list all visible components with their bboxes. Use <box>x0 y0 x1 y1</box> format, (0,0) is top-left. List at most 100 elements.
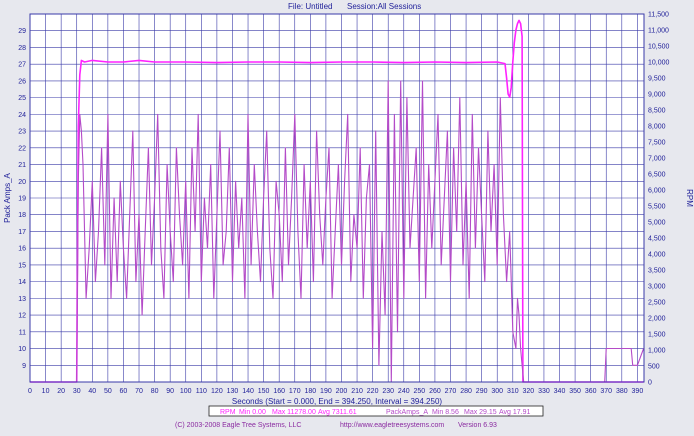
x-tick-label: 70 <box>135 388 143 395</box>
y-right-tick-label: 6,000 <box>648 188 666 195</box>
x-tick-label: 290 <box>476 388 488 395</box>
x-tick-label: 340 <box>554 388 566 395</box>
x-tick-label: 370 <box>600 388 612 395</box>
y-right-tick-label: 9,000 <box>648 92 666 99</box>
y-right-tick-labels: 0 500 1,000 1,500 2,000 2,500 3,000 3,500 4,000 4… <box>648 12 670 387</box>
y-right-tick-label: 3,000 <box>648 284 666 291</box>
y-left-tick-label: 29 <box>18 28 26 35</box>
y-left-tick-label: 25 <box>18 95 26 102</box>
y-right-tick-label: 5,500 <box>648 204 666 211</box>
y-left-tick-label: 9 <box>22 363 26 370</box>
legend-amps-max: Max 29.15 <box>464 409 497 416</box>
x-tick-labels: 0 10 20 30 40 50 60 70 80 90 100 110 120 130 140 150 160… <box>28 388 643 395</box>
y-right-tick-label: 4,000 <box>648 252 666 259</box>
x-tick-label: 250 <box>414 388 426 395</box>
y-right-tick-label: 4,500 <box>648 236 666 243</box>
y-axis-left-label: Pack Amps_A <box>3 172 12 222</box>
x-tick-label: 40 <box>88 388 96 395</box>
x-tick-label: 130 <box>227 388 239 395</box>
x-tick-label: 210 <box>351 388 363 395</box>
x-tick-label: 280 <box>460 388 472 395</box>
y-left-tick-label: 22 <box>18 145 26 152</box>
legend-rpm-name: RPM <box>220 409 236 416</box>
y-axis-right-label: RPM <box>685 189 694 207</box>
legend-box <box>208 405 544 417</box>
y-left-tick-label: 13 <box>18 296 26 303</box>
y-left-tick-label: 24 <box>18 112 26 119</box>
y-left-tick-label: 20 <box>18 179 26 186</box>
x-tick-label: 240 <box>398 388 410 395</box>
header-file: File: Untitled <box>288 2 332 11</box>
y-right-tick-label: 8,500 <box>648 108 666 115</box>
y-right-tick-label: 7,000 <box>648 156 666 163</box>
x-tick-label: 260 <box>429 388 441 395</box>
x-tick-label: 60 <box>120 388 128 395</box>
y-left-tick-label: 10 <box>18 346 26 353</box>
x-tick-label: 350 <box>569 388 581 395</box>
y-right-tick-label: 11,000 <box>648 28 669 35</box>
y-left-tick-label: 14 <box>18 279 26 286</box>
x-tick-label: 30 <box>73 388 81 395</box>
x-tick-label: 80 <box>151 388 159 395</box>
y-left-tick-label: 26 <box>18 78 26 85</box>
x-tick-label: 170 <box>289 388 301 395</box>
x-tick-label: 380 <box>616 388 628 395</box>
x-tick-label: 360 <box>585 388 597 395</box>
x-tick-label: 140 <box>242 388 254 395</box>
footer-copyright: (C) 2003-2008 Eagle Tree Systems, LLC <box>175 422 301 429</box>
x-tick-label: 50 <box>104 388 112 395</box>
x-tick-label: 180 <box>304 388 316 395</box>
y-left-tick-label: 21 <box>18 162 26 169</box>
header-session: Session:All Sessions <box>347 2 421 11</box>
y-right-tick-label: 8,000 <box>648 124 666 131</box>
footer-website[interactable]: http://www.eagletreesystems.com <box>340 422 444 429</box>
y-left-tick-label: 12 <box>18 313 26 320</box>
x-tick-label: 320 <box>523 388 535 395</box>
legend-amps-min: Min 8.56 <box>432 409 459 416</box>
x-axis-label: Seconds (Start = 0.000, End = 394.250, I… <box>232 397 442 406</box>
y-right-tick-label: 1,000 <box>648 348 666 355</box>
footer-version: Version 6.93 <box>458 422 497 429</box>
x-tick-label: 0 <box>28 388 32 395</box>
x-tick-label: 90 <box>166 388 174 395</box>
y-left-tick-label: 16 <box>18 246 26 253</box>
legend-rpm-max: Max 11278.00 <box>272 409 316 416</box>
legend: RPM Min 0.00 Max 11278.00 Avg 7311.61 Pa… <box>208 405 544 417</box>
y-left-tick-labels: 9 10 11 12 13 14 15 16 17 18 19 20 21 22 23 24 25 26 27 28 2… <box>18 28 26 370</box>
y-right-tick-label: 2,500 <box>648 300 666 307</box>
y-left-tick-label: 15 <box>18 262 26 269</box>
y-left-tick-label: 27 <box>18 62 26 69</box>
y-left-tick-label: 28 <box>18 45 26 52</box>
x-tick-label: 330 <box>538 388 550 395</box>
y-right-tick-label: 0 <box>648 380 652 387</box>
y-right-tick-label: 6,500 <box>648 172 666 179</box>
y-right-tick-label: 3,500 <box>648 268 666 275</box>
x-tick-label: 300 <box>491 388 503 395</box>
y-right-tick-label: 5,000 <box>648 220 666 227</box>
x-tick-label: 100 <box>180 388 192 395</box>
x-tick-label: 310 <box>507 388 519 395</box>
x-tick-label: 150 <box>258 388 270 395</box>
y-right-tick-label: 2,000 <box>648 316 666 323</box>
x-tick-label: 190 <box>320 388 332 395</box>
legend-rpm-avg: Avg 7311.61 <box>318 409 357 416</box>
y-left-tick-label: 17 <box>18 229 26 236</box>
legend-rpm-min: Min 0.00 <box>239 409 266 416</box>
legend-amps-avg: Avg 17.91 <box>499 409 531 416</box>
y-right-tick-label: 7,500 <box>648 140 666 147</box>
x-tick-label: 390 <box>632 388 644 395</box>
x-tick-label: 230 <box>382 388 394 395</box>
y-left-tick-label: 23 <box>18 129 26 136</box>
x-tick-label: 220 <box>367 388 379 395</box>
x-tick-label: 200 <box>336 388 348 395</box>
plot-border <box>29 13 645 383</box>
y-right-tick-label: 500 <box>648 364 660 371</box>
y-right-tick-label: 11,500 <box>648 12 669 19</box>
y-right-tick-label: 10,000 <box>648 60 670 67</box>
x-tick-label: 20 <box>57 388 65 395</box>
x-tick-label: 110 <box>196 388 207 395</box>
y-left-tick-label: 18 <box>18 212 26 219</box>
x-tick-label: 120 <box>211 388 223 395</box>
